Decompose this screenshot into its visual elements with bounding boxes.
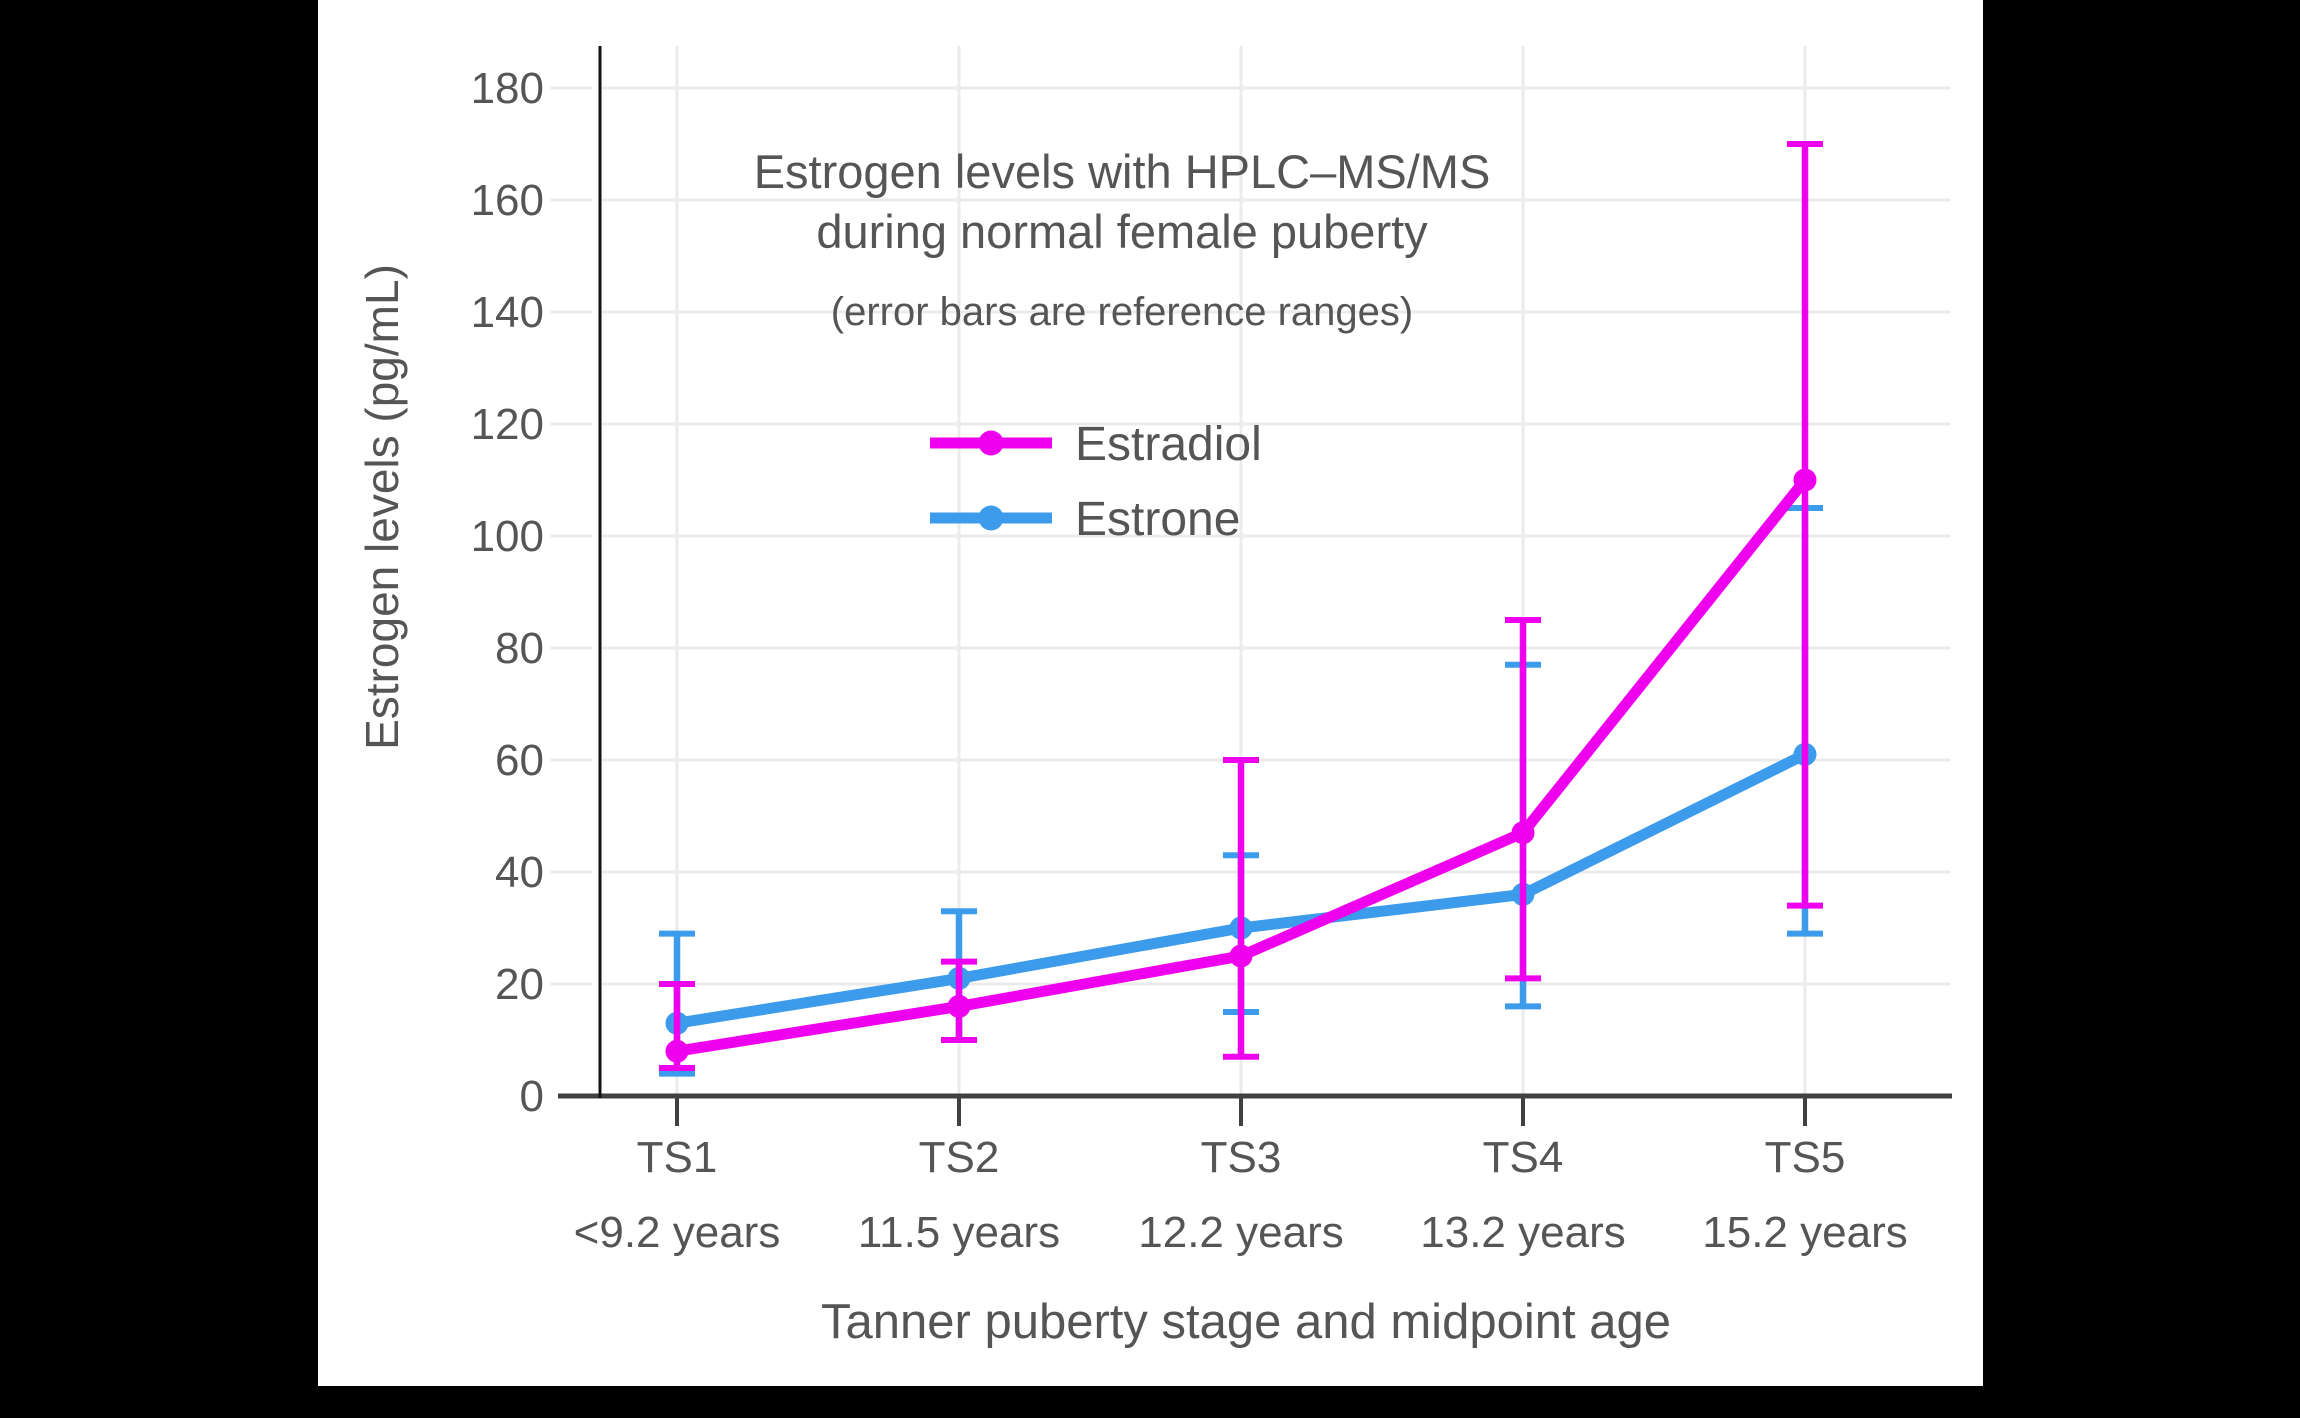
data-series xyxy=(659,141,1823,1077)
legend-label-estradiol: Estradiol xyxy=(1075,418,1262,471)
x-tick-label-stage: TS1 xyxy=(637,1133,718,1182)
x-tick-label-age: 15.2 years xyxy=(1702,1208,1907,1257)
legend-swatches xyxy=(930,430,1052,531)
data-point xyxy=(1793,468,1817,492)
y-tick-label: 40 xyxy=(495,848,544,897)
x-tick-label-stage: TS2 xyxy=(919,1133,1000,1182)
y-tick-label: 80 xyxy=(495,624,544,673)
x-tick-label-stage: TS3 xyxy=(1201,1133,1282,1182)
x-tick-label-age: 12.2 years xyxy=(1138,1208,1343,1257)
x-axis-title: Tanner puberty stage and midpoint age xyxy=(821,1295,1671,1349)
chart-title-line2: during normal female puberty xyxy=(816,205,1428,258)
y-tick-label: 100 xyxy=(471,512,544,561)
chart-subtitle: (error bars are reference ranges) xyxy=(831,290,1413,334)
y-tick-label: 60 xyxy=(495,736,544,785)
axes xyxy=(558,46,1952,1126)
gridlines: 0 20 40 60 80 100 120 140 160 180 TS1 <9.2 years TS2… xyxy=(471,46,1950,1257)
y-tick-label: 140 xyxy=(471,288,544,337)
y-tick-label: 180 xyxy=(471,64,544,113)
legend-marker xyxy=(978,505,1004,531)
x-tick-label-age: 13.2 years xyxy=(1420,1208,1625,1257)
x-tick-label-stage: TS5 xyxy=(1765,1133,1846,1182)
legend-marker xyxy=(978,430,1004,456)
series-estradiol xyxy=(659,141,1823,1071)
data-point xyxy=(947,994,971,1018)
legend-label-estrone: Estrone xyxy=(1075,493,1240,546)
y-tick-label: 160 xyxy=(471,176,544,225)
y-tick-label: 20 xyxy=(495,960,544,1009)
chart-title-line1: Estrogen levels with HPLC–MS/MS xyxy=(754,145,1491,198)
x-tick-label-stage: TS4 xyxy=(1483,1133,1564,1182)
x-tick-label-age: <9.2 years xyxy=(574,1208,781,1257)
y-axis-title: Estrogen levels (pg/mL) xyxy=(356,264,408,750)
y-tick-label: 120 xyxy=(471,400,544,449)
x-tick-label-age: 11.5 years xyxy=(858,1208,1060,1257)
y-tick-label: 0 xyxy=(520,1072,544,1121)
data-point xyxy=(1511,821,1535,845)
data-point xyxy=(665,1039,689,1063)
chart-panel xyxy=(318,0,1983,1386)
data-point xyxy=(1229,944,1253,968)
